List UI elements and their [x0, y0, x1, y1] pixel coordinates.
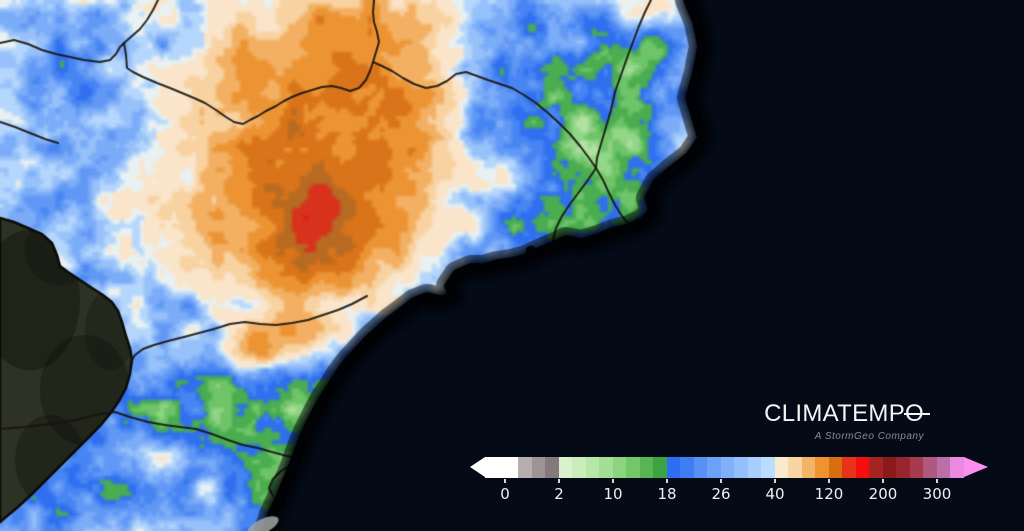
legend-bar-segments [485, 457, 964, 478]
legend-segment [788, 457, 802, 478]
legend-tick [828, 479, 830, 483]
legend-segment [599, 457, 613, 478]
legend-tick-label: 0 [500, 485, 510, 503]
legend-tick [882, 479, 884, 483]
legend-segment [640, 457, 653, 478]
legend-tick [774, 479, 776, 483]
legend-segment [545, 457, 559, 478]
legend-tick-label: 120 [814, 485, 844, 503]
brand-tagline: A StormGeo Company [814, 431, 924, 442]
legend-segment [559, 457, 572, 478]
legend-segment [802, 457, 815, 478]
legend-segment [734, 457, 748, 478]
legend-tick-label: 10 [603, 485, 623, 503]
legend-tick [936, 479, 938, 483]
legend-tick [612, 479, 614, 483]
legend-tick [720, 479, 722, 483]
logo-o-strike [904, 412, 931, 416]
legend-segment [572, 457, 586, 478]
legend-segment [667, 457, 680, 478]
legend-segment [721, 457, 734, 478]
legend-colorbar [470, 457, 988, 478]
legend-segment [653, 457, 667, 478]
legend-segment [694, 457, 707, 478]
legend-tick [504, 479, 506, 483]
legend-segment [613, 457, 626, 478]
legend-arrow-right [964, 457, 988, 477]
legend-segment [815, 457, 829, 478]
legend-segment [883, 457, 896, 478]
legend-segment [856, 457, 869, 478]
precipitation-legend: 0 2 10 18 26 40 120 200 300 [470, 457, 988, 505]
legend-segment [923, 457, 937, 478]
legend-tick-label: 18 [657, 485, 677, 503]
legend-segment [707, 457, 721, 478]
legend-segment [680, 457, 694, 478]
legend-tick [666, 479, 668, 483]
brand-block: CLIMATEMPO A StormGeo Company [764, 400, 931, 442]
legend-segment [748, 457, 761, 478]
legend-segment [485, 457, 518, 478]
legend-segment [842, 457, 856, 478]
legend-segment [775, 457, 788, 478]
logo-text: CLIMATEMP [764, 400, 906, 427]
legend-tick [558, 479, 560, 483]
legend-segment [626, 457, 640, 478]
legend-segment [950, 457, 964, 478]
legend-tick-label: 200 [868, 485, 898, 503]
legend-segment [761, 457, 775, 478]
legend-segment [586, 457, 599, 478]
legend-segment [896, 457, 910, 478]
legend-segment [910, 457, 923, 478]
logo-final-o: O [904, 402, 931, 426]
legend-segment [869, 457, 883, 478]
legend-arrow-left [470, 457, 485, 477]
legend-tick-label: 40 [765, 485, 785, 503]
legend-segment [937, 457, 950, 478]
legend-tick-label: 2 [554, 485, 564, 503]
legend-segment [532, 457, 545, 478]
legend-segment [518, 457, 532, 478]
legend-ticks: 0 2 10 18 26 40 120 200 300 [470, 478, 985, 505]
climatempo-logo: CLIMATEMPO [764, 400, 931, 427]
legend-segment [829, 457, 842, 478]
legend-tick-label: 300 [922, 485, 952, 503]
legend-tick-label: 26 [711, 485, 731, 503]
